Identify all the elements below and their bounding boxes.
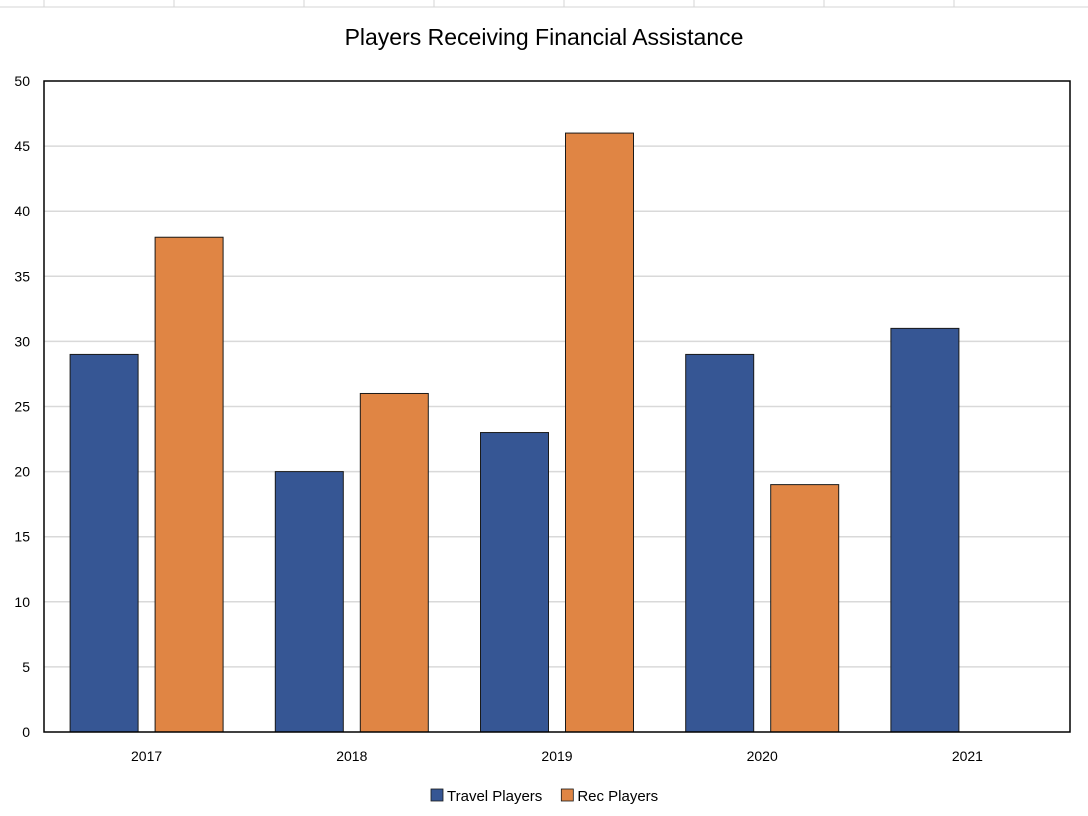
bar-travel-players-2017 (69, 353, 139, 733)
bar-travel-players-2019 (480, 432, 549, 733)
legend-label: Rec Players (577, 788, 658, 805)
x-tick-label: 2019 (541, 748, 572, 764)
legend-swatch (560, 788, 574, 802)
bar-travel-players-2020 (685, 353, 755, 733)
y-tick-label: 35 (14, 268, 30, 284)
legend-label: Travel Players (447, 788, 542, 805)
chart-title: Players Receiving Financial Assistance (344, 24, 744, 50)
x-tick-label: 2017 (131, 748, 162, 764)
x-tick-label: 2018 (336, 748, 367, 764)
y-tick-label: 50 (14, 73, 30, 89)
x-tick-label: 2021 (952, 748, 983, 764)
bar-rec-players-2017 (154, 236, 224, 733)
x-axis-ticks: 2017 2018 2019 2020 2021 (131, 748, 983, 764)
y-tick-label: 10 (14, 594, 30, 610)
legend: Travel Players Rec Players (430, 788, 658, 805)
y-tick-label: 15 (14, 529, 30, 545)
y-tick-label: 0 (22, 724, 30, 740)
y-tick-label: 25 (14, 399, 30, 415)
y-tick-label: 5 (22, 659, 30, 675)
bar-travel-players-2018 (274, 471, 344, 733)
spreadsheet-gridlines (0, 0, 1088, 8)
y-tick-label: 20 (14, 464, 30, 480)
bar-rec-players-2018 (359, 392, 429, 733)
bar-rec-players-2019 (565, 132, 634, 733)
x-tick-label: 2020 (747, 748, 778, 764)
y-axis-ticks: 0 5 10 15 20 25 30 35 40 45 50 (14, 73, 30, 740)
legend-swatch (430, 788, 444, 802)
y-tick-label: 45 (14, 138, 30, 154)
y-tick-label: 40 (14, 203, 30, 219)
bar-rec-players-2020 (770, 484, 840, 733)
bar-travel-players-2021 (890, 327, 960, 733)
y-tick-label: 30 (14, 333, 30, 349)
bars (69, 132, 960, 733)
plot-area-frame (43, 80, 1071, 733)
